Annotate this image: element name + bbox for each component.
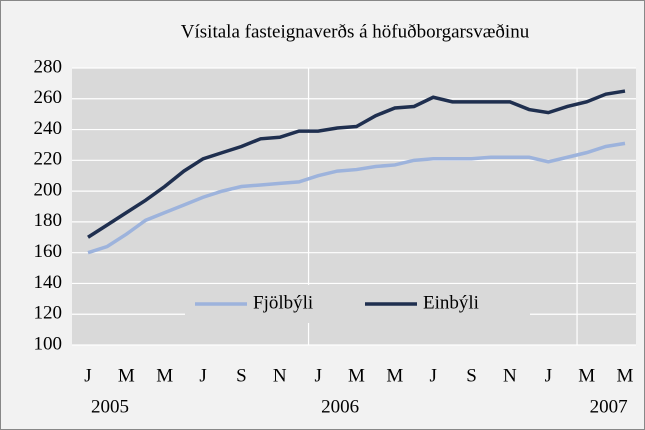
y-tick-label: 120 [34, 303, 63, 324]
x-tick-label: J [314, 365, 321, 386]
legend-label: Fjölbýli [253, 292, 313, 313]
series-line [87, 89, 626, 239]
x-tick-label: N [273, 365, 287, 386]
x-tick-label: M [118, 365, 135, 386]
year-label: 2006 [321, 396, 359, 417]
x-tick-label: M [386, 365, 403, 386]
chart-title: Vísitala fasteignaverðs á höfuðborgarsvæ… [181, 21, 530, 42]
y-tick-label: 160 [34, 241, 63, 262]
x-tick-label: N [503, 365, 517, 386]
year-label: 2005 [91, 396, 129, 417]
x-tick-label: J [199, 365, 206, 386]
y-tick-label: 140 [34, 272, 63, 293]
x-tick-label: M [156, 365, 173, 386]
y-tick-label: 240 [34, 118, 63, 139]
legend-label: Einbýli [423, 292, 479, 313]
y-tick-label: 260 [34, 87, 63, 108]
x-tick-label: M [617, 365, 634, 386]
y-tick-label: 100 [34, 333, 63, 354]
x-tick-label: M [348, 365, 365, 386]
x-tick-label: M [578, 365, 595, 386]
x-tick-label: J [545, 365, 552, 386]
x-tick-label: S [236, 365, 247, 386]
x-tick-label: J [430, 365, 437, 386]
series-line [87, 141, 626, 255]
y-tick-label: 180 [34, 210, 63, 231]
y-tick-label: 220 [34, 149, 63, 170]
y-tick-label: 280 [34, 56, 63, 77]
y-tick-label: 200 [34, 179, 63, 200]
year-label: 2007 [590, 396, 628, 417]
x-tick-label: S [466, 365, 477, 386]
x-tick-label: J [84, 365, 91, 386]
